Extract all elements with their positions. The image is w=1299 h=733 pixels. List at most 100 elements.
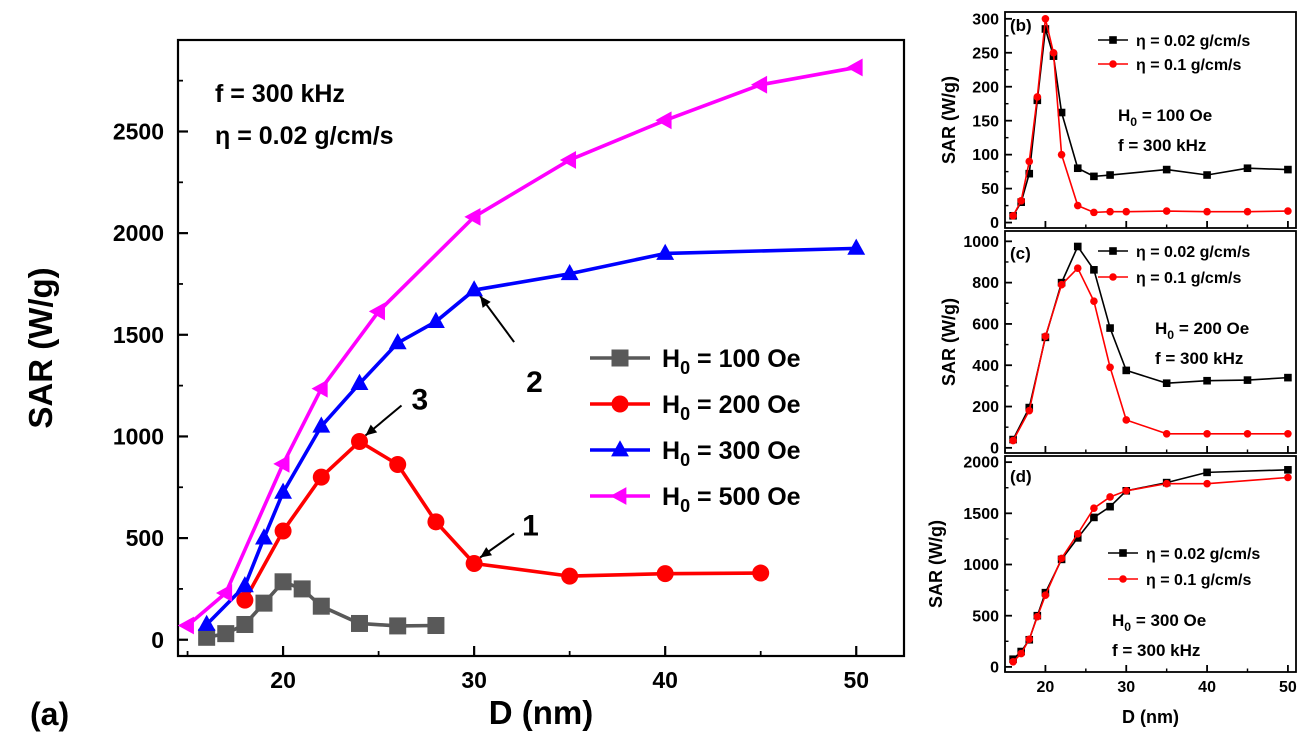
- legend-marker: [612, 350, 629, 367]
- data-point: [1163, 207, 1171, 215]
- y-tick-label: 100: [972, 147, 999, 164]
- data-point: [236, 616, 253, 633]
- x-tick-label: 50: [1279, 679, 1297, 696]
- y-tick-label: 250: [972, 45, 999, 62]
- data-point: [1284, 466, 1292, 474]
- data-point: [1042, 333, 1050, 341]
- data-point: [1284, 207, 1292, 215]
- condition-text: f = 300 kHz: [1112, 641, 1200, 660]
- data-point: [751, 76, 767, 94]
- legend-marker: [1119, 549, 1127, 557]
- condition-text: η = 0.02 g/cm/s: [215, 122, 394, 150]
- x-tick-label: 20: [270, 667, 296, 693]
- annotation-2: 2: [480, 296, 543, 399]
- data-point: [1203, 480, 1211, 488]
- x-tick-label: 50: [843, 667, 869, 693]
- data-point: [1034, 93, 1042, 101]
- x-tick-label: 30: [1117, 679, 1135, 696]
- legend: η = 0.02 g/cm/s η = 0.1 g/cm/s: [1108, 546, 1260, 589]
- legend: η = 0.02 g/cm/sη = 0.1 g/cm/s: [1098, 33, 1250, 74]
- y-tick-label: 200: [972, 79, 999, 96]
- data-point: [1163, 480, 1171, 488]
- data-point: [752, 565, 769, 582]
- data-point: [1244, 164, 1252, 172]
- data-point: [1058, 281, 1066, 289]
- arrow-head: [480, 296, 491, 308]
- condition-text: f = 300 kHz: [215, 80, 345, 108]
- legend-label: η = 0.1 g/cm/s: [1136, 270, 1241, 287]
- legend: η = 0.02 g/cm/s η = 0.1 g/cm/s: [1098, 244, 1250, 287]
- data-point: [1284, 166, 1292, 174]
- annotation-label: 2: [526, 366, 543, 399]
- data-point: [1106, 208, 1114, 216]
- data-point: [1058, 555, 1066, 563]
- y-tick-label: 1000: [963, 557, 999, 574]
- data-point: [1163, 430, 1171, 438]
- y-axis-title: SAR (W/g): [939, 76, 959, 164]
- y-axis-title: SAR (W/g): [926, 520, 946, 608]
- condition-text: H0 = 100 Oe: [1118, 106, 1212, 129]
- data-point: [1050, 49, 1058, 57]
- x-tick-label: 20: [1037, 679, 1055, 696]
- data-point: [1106, 171, 1114, 179]
- data-point: [313, 469, 330, 486]
- condition-text: H0 = 200 Oe: [1155, 319, 1249, 342]
- data-point: [847, 239, 865, 255]
- data-point: [1106, 324, 1114, 332]
- data-point: [1009, 658, 1017, 666]
- data-point: [655, 111, 671, 129]
- legend-label: H0 = 200 Oe: [662, 391, 801, 424]
- legend-marker: [1109, 247, 1117, 255]
- legend-label: η = 0.02 g/cm/s: [1136, 244, 1250, 261]
- y-tick-label: 500: [972, 608, 999, 625]
- data-point: [1203, 377, 1211, 385]
- data-point: [351, 615, 368, 632]
- y-tick-label: 0: [990, 215, 999, 232]
- data-point: [369, 302, 385, 320]
- data-point: [1090, 173, 1098, 181]
- data-point: [1042, 15, 1050, 23]
- y-tick-label: 600: [972, 317, 999, 334]
- data-point: [1244, 208, 1252, 216]
- y-tick-label: 2000: [113, 220, 164, 246]
- data-point: [351, 433, 368, 450]
- data-point: [217, 625, 234, 642]
- data-point: [1106, 493, 1114, 501]
- data-point: [1009, 437, 1017, 445]
- legend-label: η = 0.1 g/cm/s: [1136, 57, 1241, 74]
- x-axis-title: D (nm): [489, 694, 593, 731]
- data-point: [1074, 243, 1082, 251]
- data-point: [561, 568, 578, 585]
- y-tick-label: 300: [972, 11, 999, 28]
- legend-label: H0 = 100 Oe: [662, 345, 801, 378]
- data-point: [1025, 158, 1033, 166]
- data-point: [1203, 171, 1211, 179]
- data-point: [1042, 591, 1050, 599]
- y-tick-label: 0: [990, 659, 999, 676]
- annotation-label: 1: [522, 509, 539, 542]
- y-tick-label: 1500: [113, 322, 164, 348]
- legend-label: η = 0.1 g/cm/s: [1146, 572, 1251, 589]
- condition-text: f = 300 kHz: [1118, 136, 1206, 155]
- data-point: [275, 573, 292, 590]
- data-point: [1017, 197, 1025, 205]
- data-point: [427, 617, 444, 634]
- data-point: [1090, 504, 1098, 512]
- data-point: [198, 629, 215, 646]
- y-tick-label: 1500: [963, 506, 999, 523]
- condition-text: f = 300 kHz: [1155, 349, 1243, 368]
- annotation-1: 1: [480, 509, 539, 557]
- y-tick-label: 2500: [113, 119, 164, 145]
- plot-frame: [1005, 456, 1296, 672]
- y-axis-title: SAR (W/g): [22, 267, 59, 428]
- y-tick-label: 2000: [963, 455, 999, 472]
- y-tick-label: 0: [151, 627, 164, 653]
- y-tick-label: 200: [972, 399, 999, 416]
- legend-label: η = 0.02 g/cm/s: [1146, 546, 1260, 563]
- data-point: [389, 456, 406, 473]
- panel-b: 0 50 100 150 200 250 300 SAR (W/g) (b) η = 0.02 g…: [939, 11, 1296, 232]
- legend-marker: [1109, 36, 1117, 44]
- legend-label: H0 = 300 Oe: [662, 437, 801, 470]
- data-point: [1090, 266, 1098, 274]
